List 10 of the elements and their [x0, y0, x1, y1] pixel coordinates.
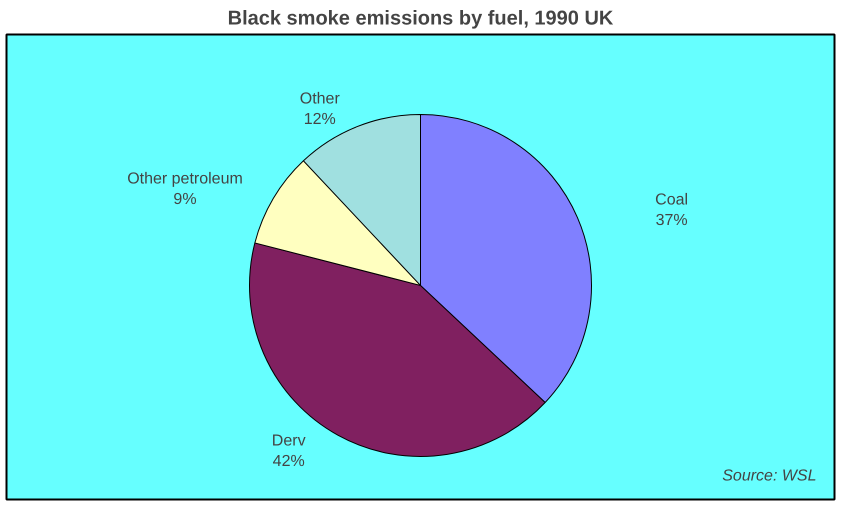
slice-label: Derv — [272, 432, 306, 450]
data-label: 9% — [173, 190, 197, 208]
data-label: 37% — [656, 212, 688, 229]
slice-label: Coal — [655, 192, 688, 209]
source-note: Source: WSL — [722, 468, 817, 485]
data-label: 12% — [304, 111, 336, 128]
chart-title: Black smoke emissions by fuel, 1990 UK — [228, 8, 614, 30]
data-label: 42% — [272, 453, 305, 470]
slice-label: Other petroleum — [127, 170, 243, 188]
slice-label: Other — [300, 90, 340, 108]
